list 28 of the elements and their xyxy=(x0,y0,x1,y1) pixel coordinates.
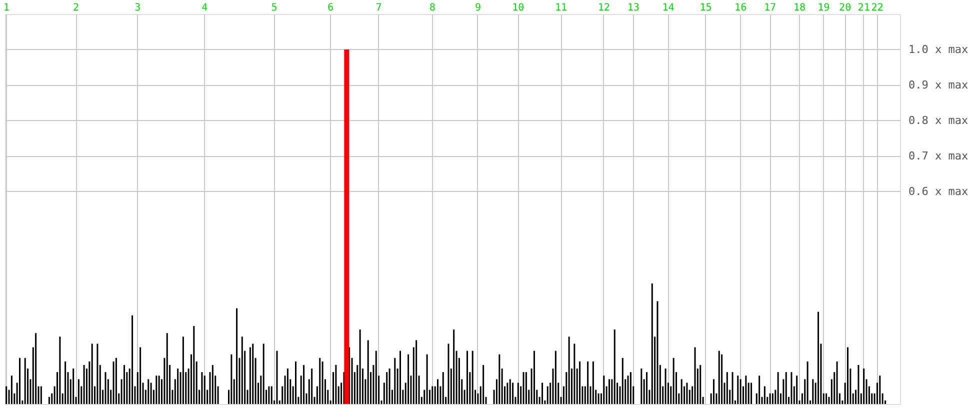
x-tick-label: 13 xyxy=(627,2,640,14)
y-tick-label: 0.9 x max xyxy=(908,78,968,92)
x-tick-label: 8 xyxy=(429,2,436,14)
x-tick-label: 3 xyxy=(134,2,141,14)
y-tick-label: 1.0 x max xyxy=(908,42,968,56)
x-tick-label: 12 xyxy=(598,2,610,14)
x-tick-label: 15 xyxy=(700,2,712,14)
x-tick-label: 5 xyxy=(271,2,278,14)
x-tick-label: 7 xyxy=(376,2,382,14)
y-tick-label: 0.8 x max xyxy=(908,114,968,127)
y-tick-label: 0.7 x max xyxy=(908,149,968,162)
x-tick-label: 6 xyxy=(328,2,334,14)
x-tick-label: 14 xyxy=(662,2,674,14)
x-tick-label: 11 xyxy=(555,2,568,14)
x-tick-label: 2 xyxy=(72,2,80,14)
x-tick-label: 10 xyxy=(512,2,524,14)
y-tick-label: 0.6 x max xyxy=(908,184,968,198)
x-tick-label: 16 xyxy=(734,2,747,14)
x-tick-label: 18 xyxy=(793,2,806,14)
x-tick-label: 19 xyxy=(818,2,830,14)
x-tick-label: 4 xyxy=(202,2,208,14)
bar xyxy=(344,49,350,404)
x-tick-label: 21 xyxy=(858,2,870,14)
x-tick-label: 17 xyxy=(764,2,776,14)
x-tick-label: 1 xyxy=(3,2,10,14)
x-tick-label: 9 xyxy=(474,2,481,14)
x-tick-label: 22 xyxy=(871,2,884,14)
x-tick-label: 20 xyxy=(839,2,852,14)
